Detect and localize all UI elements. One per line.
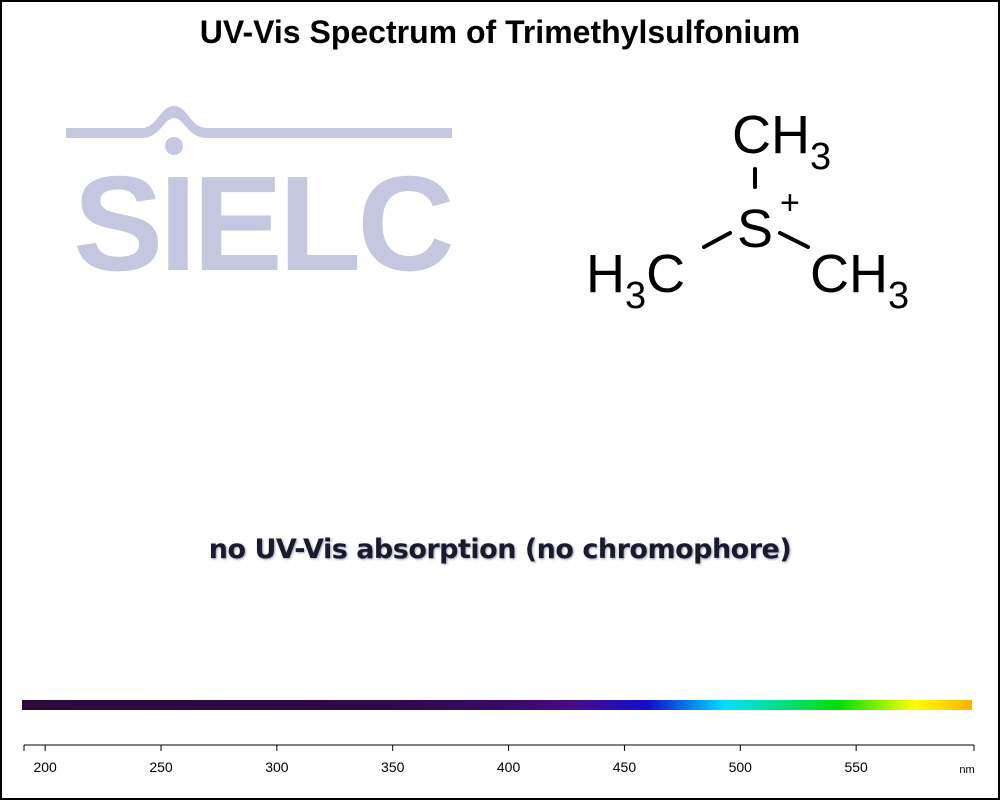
bond-right (778, 231, 810, 249)
x-axis: 200 250 300 350 400 450 500 550 nm (23, 744, 975, 776)
x-tick-label-450: 450 (613, 759, 637, 775)
bond-left (702, 231, 732, 249)
x-tick-label-400: 400 (497, 759, 521, 775)
no-absorption-note: no UV-Vis absorption (no chromophore) (208, 534, 792, 565)
visible-spectrum-bar (22, 700, 972, 710)
logo-text: SIELC (73, 148, 451, 282)
positive-charge: + (780, 184, 800, 222)
x-tick-label-250: 250 (149, 759, 173, 775)
x-tick-label-350: 350 (381, 759, 405, 775)
x-tick-label-500: 500 (729, 759, 753, 775)
sielc-logo: SIELC (66, 106, 455, 282)
chart-title: UV-Vis Spectrum of Trimethylsulfonium (199, 14, 801, 50)
x-tick-label-200: 200 (33, 759, 57, 775)
methyl-top: CH3 (732, 105, 831, 178)
methyl-left: H3C (586, 244, 685, 317)
sulfur-atom: S (737, 199, 773, 259)
molecule-structure: CH3 S + H3C CH3 (586, 105, 909, 317)
methyl-right: CH3 (810, 244, 909, 317)
x-tick-label-550: 550 (844, 759, 868, 775)
x-axis-unit: nm (959, 764, 974, 776)
x-tick-label-300: 300 (265, 759, 289, 775)
